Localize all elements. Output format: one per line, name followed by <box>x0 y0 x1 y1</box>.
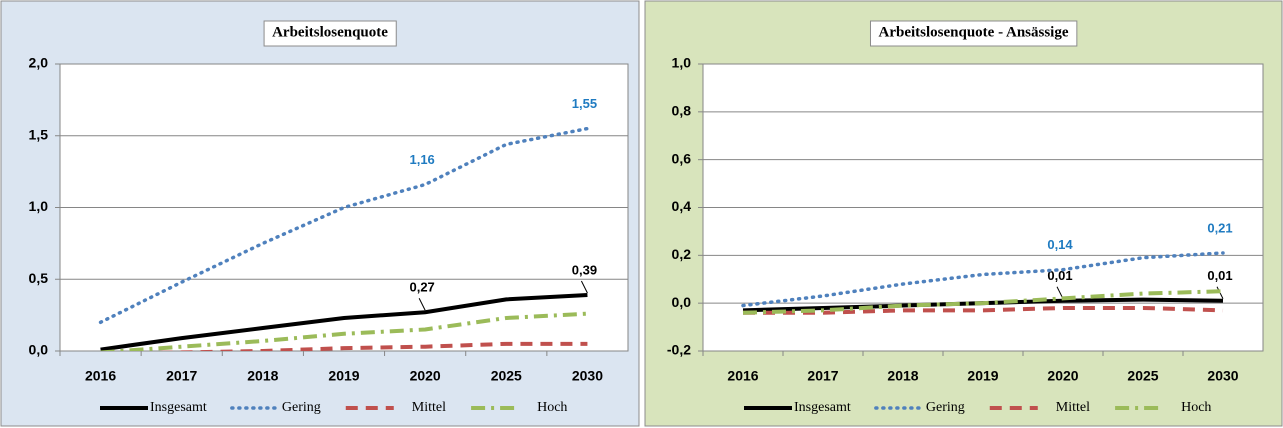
x-tick-label: 2018 <box>887 368 918 384</box>
data-label: 0,27 <box>409 280 434 295</box>
x-tick-label: 2020 <box>1047 368 1078 384</box>
y-tick-label: 0,6 <box>672 150 692 166</box>
title-box: Arbeitslosenquote <box>263 20 397 47</box>
data-label: 1,16 <box>409 152 434 167</box>
chart-title: Arbeitslosenquote <box>272 24 388 40</box>
y-tick-label: 0,4 <box>672 198 692 214</box>
y-tick-label: 0,2 <box>672 246 692 262</box>
series-line <box>742 289 1224 315</box>
legend-label: Hoch <box>1181 400 1211 415</box>
x-tick-label: 2030 <box>1207 368 1238 384</box>
x-tick-label: 2025 <box>1127 368 1158 384</box>
chart-title: Arbeitslosenquote - Ansässige <box>878 24 1068 40</box>
series-line <box>149 341 588 351</box>
legend-label: Insgesamt <box>794 400 851 415</box>
title-background <box>869 20 1078 47</box>
y-tick-label: 2,0 <box>29 55 49 71</box>
legend-label: Gering <box>282 400 321 415</box>
legend-label: Insgesamt <box>150 400 207 415</box>
y-tick-label: 0,8 <box>672 103 692 119</box>
x-tick-label: 2018 <box>247 368 278 384</box>
x-tick-label: 2016 <box>727 368 758 384</box>
series-line <box>100 293 588 351</box>
x-tick-label: 2019 <box>328 368 359 384</box>
data-label: 0,01 <box>1207 268 1232 283</box>
data-label: 0,21 <box>1207 220 1232 235</box>
y-tick-label: 1,0 <box>29 198 49 214</box>
leader-line <box>580 280 588 294</box>
title-box: Arbeitslosenquote - Ansässige <box>869 20 1078 47</box>
data-label: 0,01 <box>1047 268 1072 283</box>
legend-label: Hoch <box>537 400 567 415</box>
chart-panel: 0,0 0,5 1,0 1,5 2,0 0,27 0,39 1,16 1,55 2016 2017 2… <box>0 0 640 427</box>
y-tick-label: 0,0 <box>29 342 49 358</box>
data-label: 0,14 <box>1047 237 1073 252</box>
series-line <box>100 311 588 351</box>
data-label: 1,55 <box>572 96 597 111</box>
x-tick-label: 2017 <box>166 368 197 384</box>
legend-label: Mittel <box>412 400 446 415</box>
x-tick-label: 2020 <box>410 368 441 384</box>
x-tick-label: 2019 <box>967 368 998 384</box>
y-tick-label: 1,5 <box>29 126 49 142</box>
y-tick-label: -0,2 <box>667 342 691 358</box>
y-tick-label: 1,0 <box>672 55 692 71</box>
title-background <box>263 20 397 47</box>
y-tick-label: 0,5 <box>29 270 49 286</box>
chart-panel: -0,2 0,0 0,2 0,4 0,6 0,8 1,0 0,01 0,01 0,14 0,21 20… <box>644 0 1283 427</box>
x-tick-label: 2025 <box>491 368 522 384</box>
data-label: 0,39 <box>572 262 597 277</box>
legend-label: Gering <box>926 400 965 415</box>
series-line <box>98 126 590 325</box>
x-tick-label: 2017 <box>807 368 838 384</box>
series-line <box>743 305 1224 315</box>
x-tick-label: 2016 <box>85 368 116 384</box>
legend-label: Mittel <box>1056 400 1090 415</box>
leader-line <box>418 298 426 311</box>
x-tick-label: 2030 <box>572 368 603 384</box>
y-tick-label: 0,0 <box>672 294 692 310</box>
